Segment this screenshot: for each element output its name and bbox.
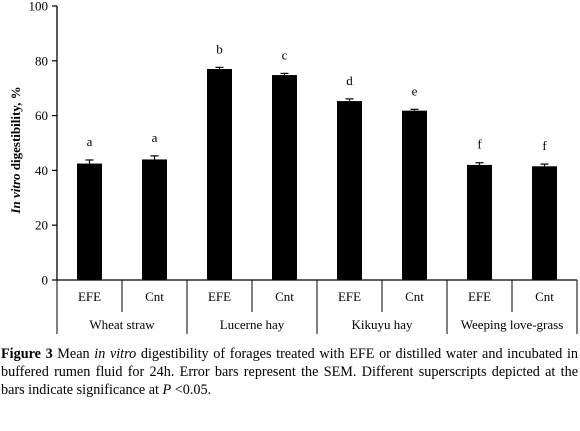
bar xyxy=(337,101,362,280)
x-category-label: Cnt xyxy=(405,289,424,304)
significance-letter: f xyxy=(477,137,482,152)
y-axis-label: In vitro digestibility, % xyxy=(8,86,23,214)
x-group-label: Weeping love-grass xyxy=(461,317,564,332)
y-tick-label: 60 xyxy=(35,108,48,123)
significance-letter: f xyxy=(542,138,547,153)
bar xyxy=(402,110,427,280)
x-category-label: EFE xyxy=(468,289,491,304)
y-axis-label-italic: In vitro xyxy=(8,173,23,215)
figure-caption: Figure 3 Mean in vitro digestibility of … xyxy=(1,346,578,398)
y-tick-label: 80 xyxy=(35,53,48,68)
y-tick-label: 100 xyxy=(29,0,49,14)
significance-letter: e xyxy=(412,83,418,98)
bar xyxy=(77,163,102,280)
bar xyxy=(207,69,232,281)
bar-chart: 0 20 40 60 80 100 a a b c d e f f EFE Cnt EFE Cnt EFE Cnt… xyxy=(8,0,578,334)
significance-letter: a xyxy=(152,130,158,145)
x-group-label: Kikuyu hay xyxy=(351,317,413,332)
y-axis-label-rest: digestibility, % xyxy=(8,86,23,173)
x-group-label: Lucerne hay xyxy=(220,317,285,332)
bars: a a b c d e f f xyxy=(77,41,557,281)
x-category-label: Cnt xyxy=(535,289,554,304)
x-category-label: Cnt xyxy=(275,289,294,304)
y-tick-label: 20 xyxy=(35,218,48,233)
significance-letter: a xyxy=(87,134,93,149)
x-category-label: EFE xyxy=(208,289,231,304)
y-axis: 0 20 40 60 80 100 xyxy=(29,0,58,288)
bar xyxy=(142,159,167,280)
x-category-label: EFE xyxy=(78,289,101,304)
x-axis: EFE Cnt EFE Cnt EFE Cnt EFE Cnt Wheat straw Lucer… xyxy=(56,279,578,334)
y-tick-label: 0 xyxy=(42,273,49,288)
significance-letter: b xyxy=(216,41,223,56)
y-tick-label: 40 xyxy=(35,163,48,178)
figure-label: Figure 3 xyxy=(1,346,53,362)
x-group-label: Wheat straw xyxy=(89,317,155,332)
bar xyxy=(532,166,557,280)
significance-letter: d xyxy=(346,73,353,88)
bar xyxy=(467,164,492,280)
significance-letter: c xyxy=(282,47,288,62)
bar xyxy=(272,75,297,280)
x-category-label: EFE xyxy=(338,289,361,304)
x-category-label: Cnt xyxy=(145,289,164,304)
